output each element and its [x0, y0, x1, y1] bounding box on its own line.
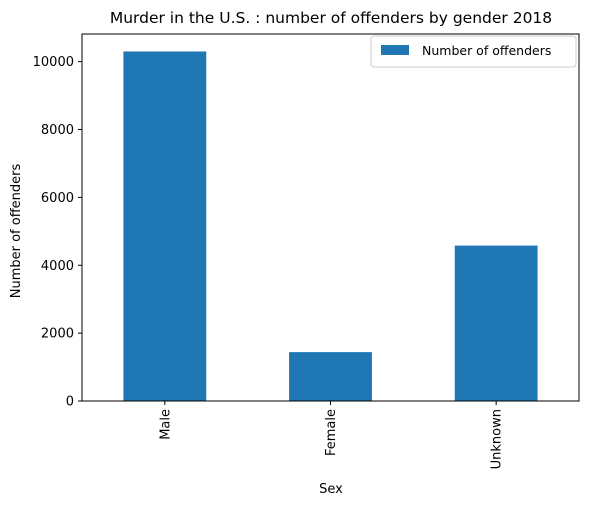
bar-male: [123, 51, 207, 401]
bar-female: [289, 352, 372, 401]
y-tick-label: 6000: [41, 191, 74, 206]
bar-unknown: [454, 245, 538, 401]
y-tick-label: 0: [66, 395, 74, 410]
y-axis-ticks: 0 2000 4000 6000 8000 10000: [33, 55, 82, 410]
x-axis-ticks: Male Female Unknown: [158, 401, 505, 469]
y-tick-label: 10000: [33, 55, 74, 70]
legend-box: [370, 35, 577, 68]
y-tick-label: 8000: [41, 123, 74, 138]
bars: [123, 51, 538, 401]
legend: Number of offenders: [370, 35, 577, 68]
y-tick-label: 4000: [41, 259, 74, 274]
legend-swatch: [381, 45, 409, 55]
x-tick-label: Male: [158, 409, 173, 440]
y-axis-label: Number of offenders: [9, 164, 24, 299]
x-axis-label: Sex: [319, 482, 343, 497]
x-tick-label: Unknown: [490, 409, 505, 469]
y-tick-label: 2000: [41, 327, 74, 342]
chart-title: Murder in the U.S. : number of offenders…: [110, 9, 552, 27]
legend-label: Number of offenders: [422, 43, 551, 58]
x-tick-label: Female: [324, 409, 339, 456]
